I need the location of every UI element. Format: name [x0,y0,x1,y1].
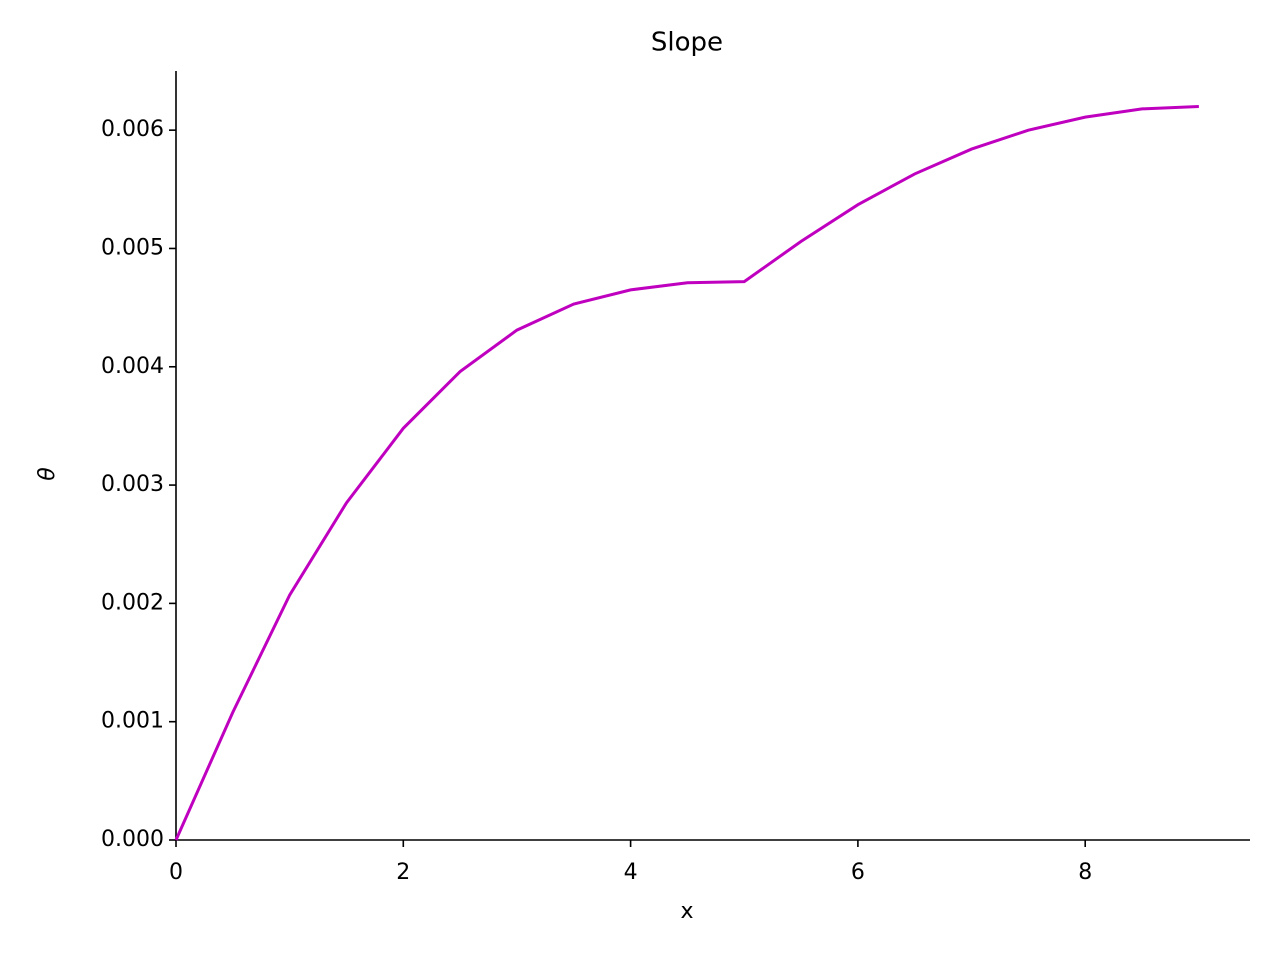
y-tick-label: 0.006 [101,117,164,142]
y-tick-label: 0.003 [101,472,164,497]
data-line [174,104,1199,841]
y-axis-label: θ [35,467,60,481]
x-tick-label: 2 [396,860,410,885]
y-tick-label: 0.000 [101,827,164,852]
x-tick-label: 8 [1078,860,1092,885]
y-tick-label: 0.005 [101,235,164,260]
x-tick-label: 6 [851,860,865,885]
y-tick-label: 0.004 [101,354,164,379]
y-tick-label: 0.001 [101,709,164,734]
x-axis-label: x [680,899,693,924]
x-tick-label: 0 [169,860,183,885]
chart-title: Slope [651,28,723,58]
y-tick-label: 0.002 [101,590,164,615]
x-tick-label: 4 [624,860,638,885]
